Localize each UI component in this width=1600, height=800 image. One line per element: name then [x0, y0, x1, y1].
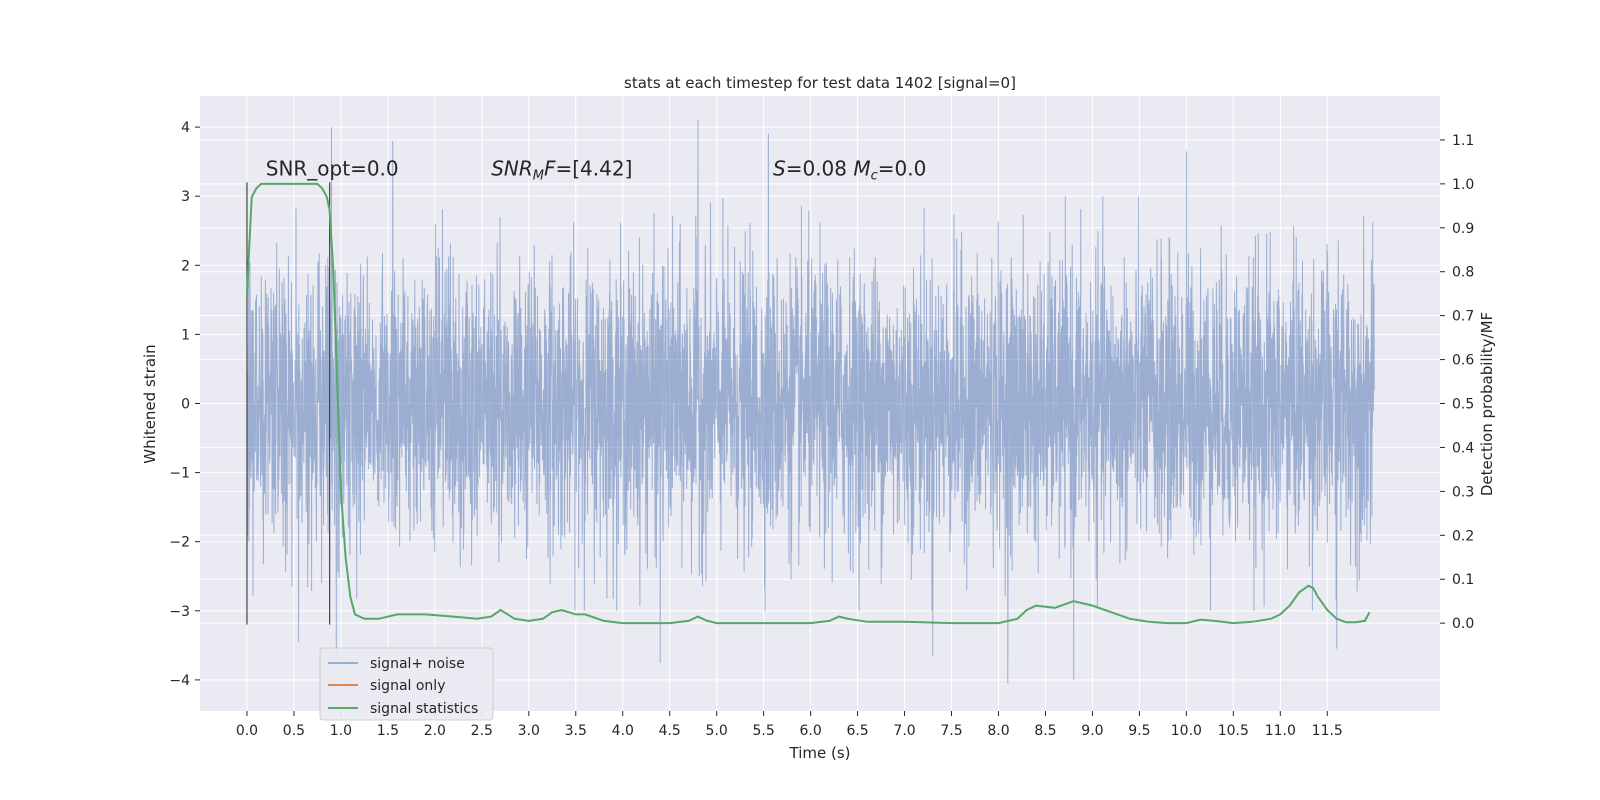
x-tick-label: 7.5 [940, 723, 962, 739]
x-tick-label: 6.5 [846, 723, 868, 739]
y-tick-label: −3 [169, 604, 190, 620]
x-tick-label: 8.5 [1034, 723, 1056, 739]
y-axis-label: Whitened strain [141, 344, 159, 463]
y2-axis-ticks: 1.1 1.0 0.9 0.8 0.7 0.6 0.5 0.4 0.3 0.2 0.1 0.0 [1440, 133, 1474, 632]
y2-tick-label: 0.9 [1452, 221, 1474, 237]
x-tick-label: 9.0 [1081, 723, 1103, 739]
y2-tick-label: 1.0 [1452, 177, 1474, 193]
y2-tick-label: 0.8 [1452, 265, 1474, 281]
x-tick-label: 6.0 [799, 723, 821, 739]
x-tick-label: 4.0 [612, 723, 634, 739]
legend-label-signal-noise: signal+ noise [370, 656, 465, 672]
x-tick-label: 8.0 [987, 723, 1009, 739]
legend-label-signal-only: signal only [370, 678, 445, 694]
x-tick-label: 11.5 [1312, 723, 1343, 739]
y2-tick-label: 0.5 [1452, 397, 1474, 413]
x-tick-label: 3.0 [518, 723, 540, 739]
y-tick-label: −1 [169, 466, 190, 482]
x-tick-label: 1.5 [377, 723, 399, 739]
y2-tick-label: 0.1 [1452, 572, 1474, 588]
x-tick-label: 10.0 [1171, 723, 1202, 739]
y-tick-label: 2 [181, 258, 190, 274]
x-tick-label: 11.0 [1265, 723, 1296, 739]
signal-noise-line [246, 120, 1375, 684]
y2-tick-label: 1.1 [1452, 133, 1474, 149]
x-tick-label: 10.5 [1218, 723, 1249, 739]
y-tick-label: −4 [169, 673, 190, 689]
x-axis-ticks: 0.0 0.5 1.0 1.5 2.0 2.5 3.0 3.5 4.0 4.5 5.0 5.5 6.0 6… [236, 711, 1343, 739]
y-tick-label: −2 [169, 535, 190, 551]
y2-tick-label: 0.6 [1452, 353, 1474, 369]
x-tick-label: 0.0 [236, 723, 258, 739]
legend-label-signal-statistics: signal statistics [370, 701, 478, 717]
annotations: SNR_opt=0.0 SNRMF=[4.42] S=0.08 Mc=0.0 [266, 156, 927, 183]
x-tick-label: 1.0 [330, 723, 352, 739]
y-tick-label: 4 [181, 120, 190, 136]
x-tick-label: 9.5 [1128, 723, 1150, 739]
annotation-s-mc: S=0.08 Mc=0.0 [773, 156, 926, 183]
y-tick-label: 0 [181, 397, 190, 413]
y2-tick-label: 0.2 [1452, 528, 1474, 544]
noise-series [246, 120, 1375, 684]
annotation-snr-opt: SNR_opt=0.0 [266, 156, 399, 180]
statistics-series [246, 182, 1371, 625]
legend: signal+ noise signal only signal statist… [319, 647, 494, 721]
x-tick-label: 5.5 [753, 723, 775, 739]
x-tick-label: 2.0 [424, 723, 446, 739]
annotation-snr-mf: SNRMF=[4.42] [491, 156, 632, 183]
y2-tick-label: 0.4 [1452, 440, 1474, 456]
y2-tick-label: 0.3 [1452, 484, 1474, 500]
y2-tick-label: 0.0 [1452, 616, 1474, 632]
signal-statistics-line [246, 182, 1371, 625]
x-tick-label: 3.5 [565, 723, 587, 739]
x-tick-label: 4.5 [659, 723, 681, 739]
vertical-markers [246, 182, 331, 625]
y-tick-label: 1 [181, 327, 190, 343]
y2-tick-label: 0.7 [1452, 309, 1474, 325]
x-axis-label: Time (s) [789, 744, 851, 762]
chart-title: stats at each timestep for test data 140… [624, 74, 1016, 92]
x-tick-label: 0.5 [283, 723, 305, 739]
y-tick-label: 3 [181, 189, 190, 205]
x-tick-label: 7.0 [893, 723, 915, 739]
y-axis-ticks: 4 3 2 1 0 −1 −2 −3 −4 [169, 120, 200, 689]
legend-frame [319, 647, 494, 721]
x-tick-label: 2.5 [471, 723, 493, 739]
x-tick-label: 5.0 [706, 723, 728, 739]
y2-axis-label: Detection probability/MF [1478, 312, 1496, 496]
